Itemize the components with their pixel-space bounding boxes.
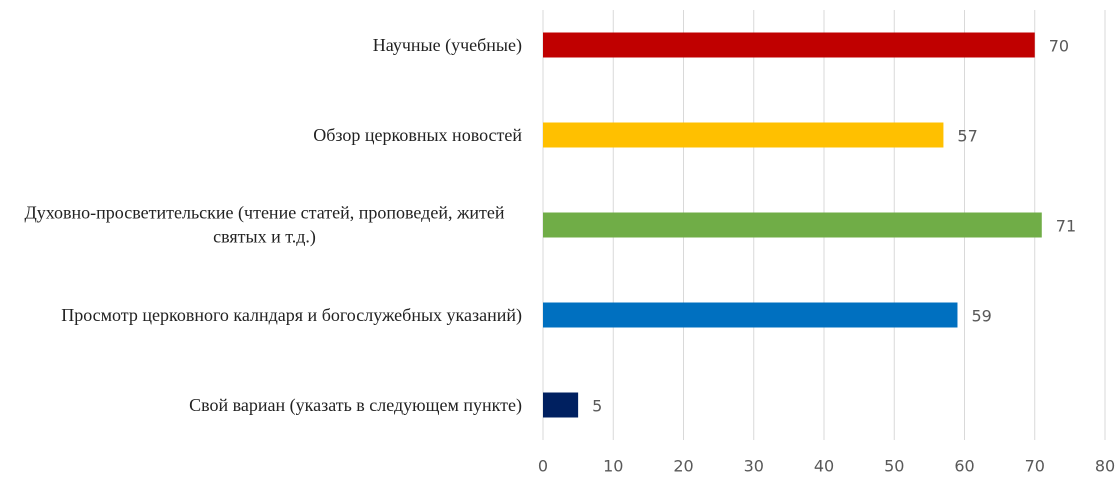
x-tick-label: 30 bbox=[744, 457, 764, 476]
bar bbox=[543, 392, 579, 418]
x-tick-label: 80 bbox=[1095, 457, 1115, 476]
category-label: Свой вариан (указать в следующем пункте) bbox=[2, 393, 522, 417]
bar bbox=[543, 212, 1042, 238]
x-tick-label: 10 bbox=[603, 457, 623, 476]
category-text: Научные (учебные) bbox=[372, 34, 522, 55]
bar bbox=[543, 122, 944, 148]
category-text: Свой вариан (указать в следующем пункте) bbox=[189, 394, 522, 415]
category-label: Духовно-просветительские (чтение статей,… bbox=[2, 201, 522, 250]
x-tick-label: 0 bbox=[538, 457, 548, 476]
x-tick-label: 50 bbox=[884, 457, 904, 476]
category-label: Обзор церковных новостей bbox=[2, 123, 522, 147]
value-label: 71 bbox=[1056, 217, 1076, 236]
x-tick-label: 40 bbox=[814, 457, 834, 476]
value-label: 5 bbox=[592, 397, 602, 416]
value-label: 70 bbox=[1049, 37, 1069, 56]
category-label: Научные (учебные) bbox=[2, 33, 522, 57]
category-text: Обзор церковных новостей bbox=[313, 124, 522, 145]
value-label: 57 bbox=[957, 127, 977, 146]
bar bbox=[543, 32, 1035, 58]
x-tick-label: 60 bbox=[954, 457, 974, 476]
category-text: Просмотр церковного калндаря и богослуже… bbox=[61, 304, 522, 325]
x-tick-label: 20 bbox=[673, 457, 693, 476]
x-tick-label: 70 bbox=[1025, 457, 1045, 476]
bar bbox=[543, 302, 958, 328]
category-label: Просмотр церковного калндаря и богослуже… bbox=[2, 303, 522, 327]
value-label: 59 bbox=[971, 307, 991, 326]
category-text: Духовно-просветительские (чтение статей,… bbox=[24, 202, 505, 247]
